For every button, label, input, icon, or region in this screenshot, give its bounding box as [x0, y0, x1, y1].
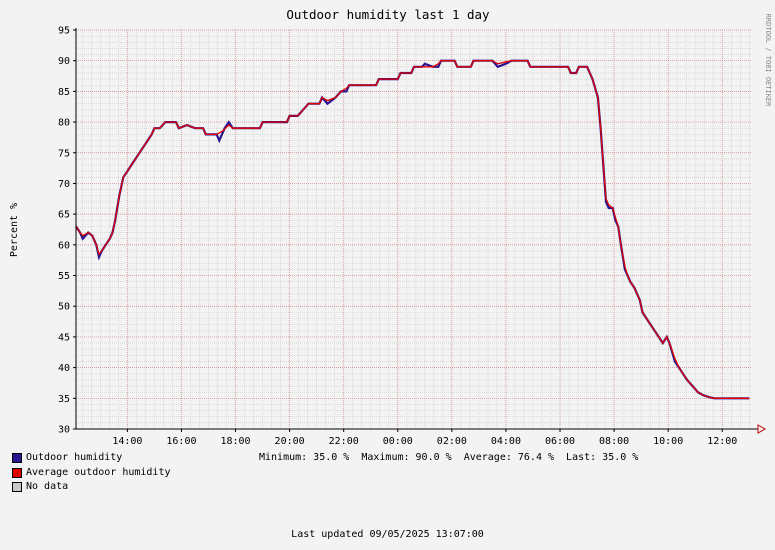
y-tick-label: 65	[58, 210, 70, 221]
x-tick-label: 14:00	[112, 436, 142, 447]
x-tick-label: 10:00	[653, 436, 683, 447]
y-tick-label: 85	[58, 87, 70, 98]
last-updated: Last updated 09/05/2025 13:07:00	[291, 529, 484, 540]
series-line-humidity	[75, 59, 750, 400]
legend-swatch-no-data	[12, 482, 22, 493]
y-tick-label: 35	[58, 394, 70, 405]
stats-summary: Minimum: 35.0 % Maximum: 90.0 % Average:…	[259, 452, 639, 463]
legend-swatch-humidity	[12, 453, 22, 464]
grid	[76, 29, 752, 430]
legend-label: Outdoor humidity	[26, 452, 123, 463]
axis-ticks: 30 35 40 45 50 55 60 65 70 75 80 85 90 95 14:00 16:00 18…	[58, 26, 737, 448]
x-tick-label: 20:00	[275, 436, 305, 447]
x-tick-label: 16:00	[166, 436, 196, 447]
legend-label: No data	[26, 481, 69, 492]
legend-item-no-data: No data	[12, 480, 171, 495]
y-tick-label: 75	[58, 148, 70, 159]
y-tick-label: 50	[58, 302, 70, 313]
y-axis-label: Percent %	[9, 203, 20, 257]
y-tick-label: 55	[58, 271, 70, 282]
y-tick-label: 40	[58, 363, 70, 374]
x-tick-label: 04:00	[491, 436, 521, 447]
legend-item-average: Average outdoor humidity	[12, 466, 171, 481]
rrdtool-credit: RRDTOOL / TOBI OETIKER	[764, 14, 772, 108]
legend: Outdoor humidity Average outdoor humidit…	[12, 451, 171, 495]
y-tick-label: 70	[58, 179, 70, 190]
x-tick-label: 12:00	[707, 436, 737, 447]
x-tick-label: 22:00	[329, 436, 359, 447]
x-tick-label: 06:00	[545, 436, 575, 447]
y-tick-label: 30	[58, 425, 70, 436]
y-tick-label: 60	[58, 240, 70, 251]
y-tick-label: 90	[58, 56, 70, 67]
y-tick-label: 95	[58, 26, 70, 37]
chart-title: Outdoor humidity last 1 day	[286, 7, 490, 22]
x-tick-label: 18:00	[220, 436, 250, 447]
legend-item-humidity: Outdoor humidity	[12, 451, 171, 466]
y-tick-label: 45	[58, 332, 70, 343]
x-tick-label: 00:00	[383, 436, 413, 447]
y-tick-label: 80	[58, 118, 70, 129]
legend-swatch-average	[12, 467, 22, 478]
x-tick-label: 02:00	[437, 436, 467, 447]
x-tick-label: 08:00	[599, 436, 629, 447]
x-axis-arrow	[757, 424, 767, 434]
legend-label: Average outdoor humidity	[26, 466, 171, 478]
series-line-average	[75, 60, 750, 399]
series-lines	[75, 59, 750, 400]
axes	[75, 28, 767, 434]
